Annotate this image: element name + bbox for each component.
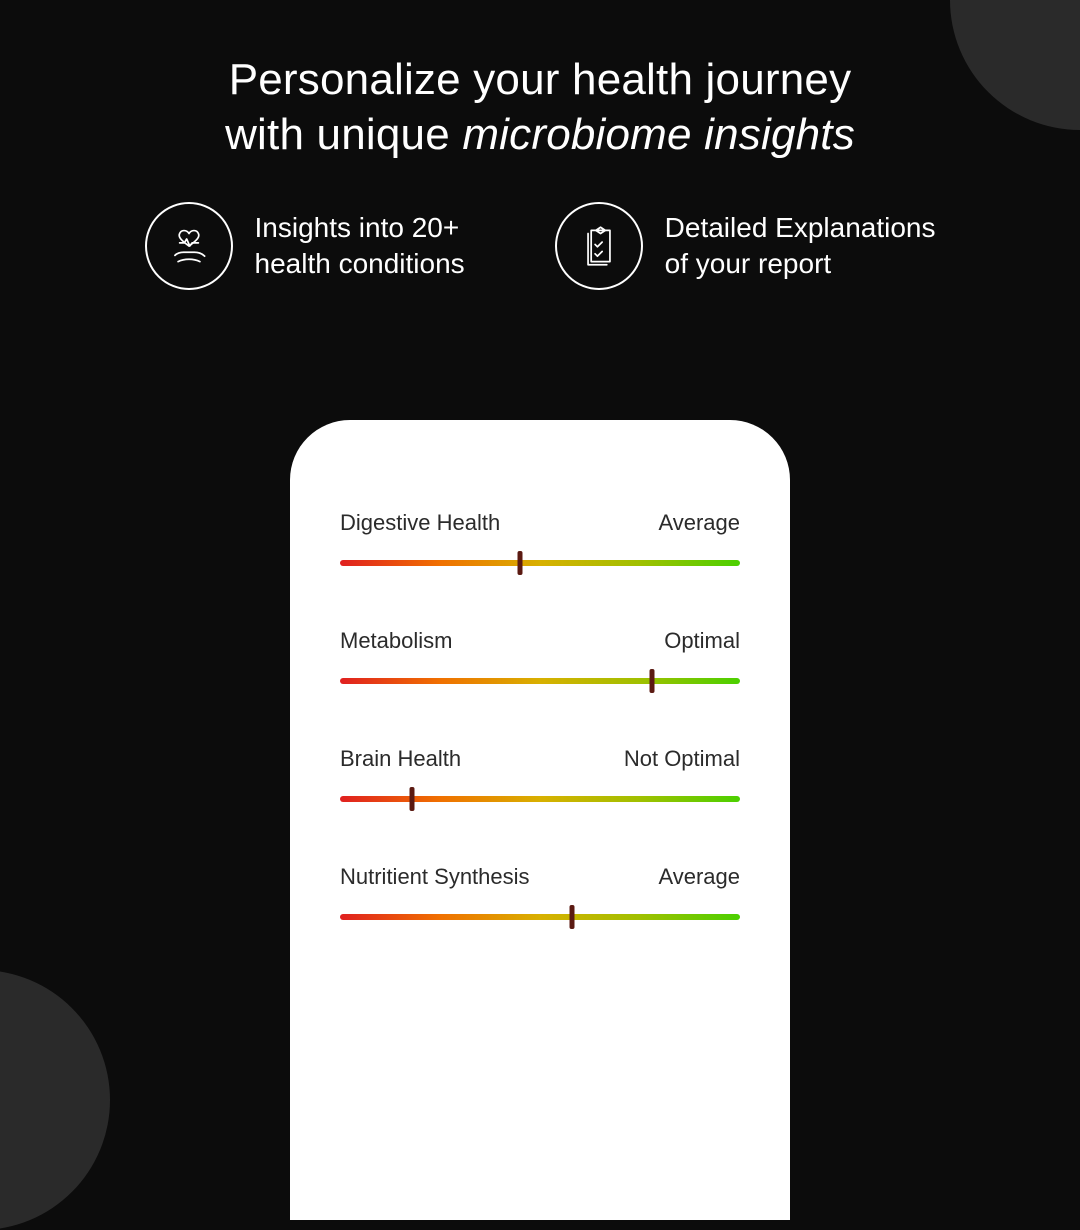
metric-name: Nutritient Synthesis [340, 864, 530, 890]
features-row: Insights into 20+ health conditions Deta… [0, 202, 1080, 290]
headline-emphasis: microbiome insights [462, 110, 855, 159]
feature-line1: Detailed Explanations [665, 210, 936, 246]
decor-circle-bottom-left [0, 970, 110, 1230]
feature-text: Insights into 20+ health conditions [255, 210, 465, 283]
metric-name: Digestive Health [340, 510, 500, 536]
metric-label-row: Brain Health Not Optimal [340, 746, 740, 772]
feature-line2: of your report [665, 246, 936, 282]
metric-bar-marker [650, 669, 655, 693]
feature-line1: Insights into 20+ [255, 210, 465, 246]
headline-line2-prefix: with unique [225, 110, 462, 159]
headline-line1: Personalize your health journey [229, 55, 852, 104]
heart-hand-icon [145, 202, 233, 290]
metrics-list: Digestive Health Average Metabolism Optimal… [340, 510, 740, 926]
metric-label-row: Metabolism Optimal [340, 628, 740, 654]
metric-bar-marker [410, 787, 415, 811]
metric-bar [340, 908, 740, 926]
feature-detailed-report: Detailed Explanations of your report [555, 202, 936, 290]
page-headline: Personalize your health journey with uni… [0, 0, 1080, 162]
metric-bar-track [340, 796, 740, 802]
feature-line2: health conditions [255, 246, 465, 282]
metric-bar-track [340, 914, 740, 920]
device-mockup: Digestive Health Average Metabolism Optimal… [290, 420, 790, 1220]
metric-status: Average [658, 510, 740, 536]
metric-name: Brain Health [340, 746, 461, 772]
feature-health-conditions: Insights into 20+ health conditions [145, 202, 465, 290]
report-checklist-icon [555, 202, 643, 290]
metric-bar-marker [518, 551, 523, 575]
metric-name: Metabolism [340, 628, 452, 654]
metric-bar-track [340, 560, 740, 566]
metric-status: Average [658, 864, 740, 890]
metric-bar [340, 790, 740, 808]
metric-status: Optimal [664, 628, 740, 654]
metric-row: Nutritient Synthesis Average [340, 864, 740, 926]
metric-bar-track [340, 678, 740, 684]
metric-bar [340, 554, 740, 572]
metric-status: Not Optimal [624, 746, 740, 772]
metric-bar-marker [570, 905, 575, 929]
metric-row: Brain Health Not Optimal [340, 746, 740, 808]
feature-text: Detailed Explanations of your report [665, 210, 936, 283]
metric-label-row: Nutritient Synthesis Average [340, 864, 740, 890]
metric-bar [340, 672, 740, 690]
metric-row: Digestive Health Average [340, 510, 740, 572]
metric-row: Metabolism Optimal [340, 628, 740, 690]
metric-label-row: Digestive Health Average [340, 510, 740, 536]
